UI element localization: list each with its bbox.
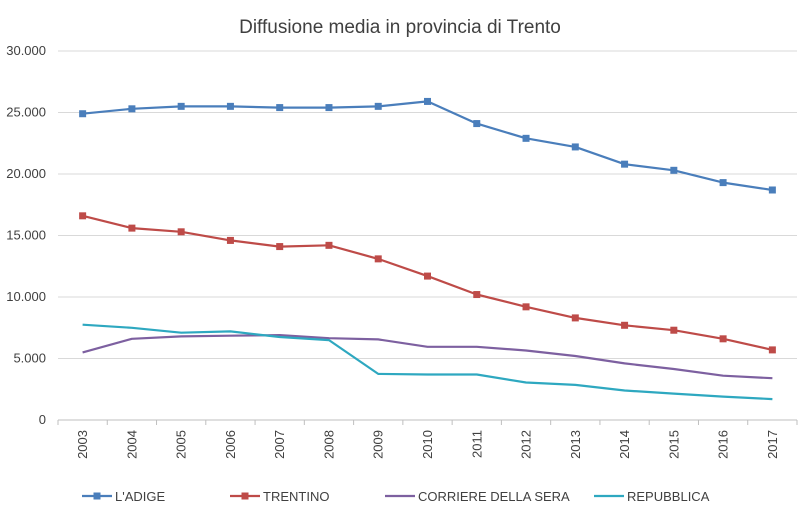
legend-label: TRENTINO <box>263 489 329 504</box>
x-axis-ticks: 2003 2004 2005 2006 2007 2008 2009 2010 2011 2012… <box>57 420 798 459</box>
data-point-marker <box>276 104 284 112</box>
legend-item-3: REPUBBLICA <box>594 489 710 504</box>
series-2 <box>82 334 773 380</box>
series-line <box>82 100 773 192</box>
series-0 <box>79 97 776 194</box>
data-point-marker <box>522 303 530 311</box>
data-point-marker <box>276 243 284 251</box>
legend-item-0: L'ADIGE <box>82 489 165 504</box>
x-tick-label: 2013 <box>568 430 583 459</box>
x-tick-label: 2009 <box>371 430 386 459</box>
data-point-marker <box>522 134 530 142</box>
x-tick-label: 2007 <box>272 430 287 459</box>
x-tick-label: 2008 <box>321 430 336 459</box>
data-point-marker <box>226 236 234 244</box>
data-point-marker <box>621 321 629 329</box>
series-1 <box>79 212 776 354</box>
data-point-marker <box>226 102 234 110</box>
series-3 <box>82 323 773 401</box>
legend-marker <box>93 492 101 500</box>
y-tick-label: 25.000 <box>6 105 46 120</box>
data-point-marker <box>177 102 185 110</box>
legend-item-1: TRENTINO <box>230 489 329 504</box>
data-point-marker <box>424 97 431 105</box>
x-tick-label: 2012 <box>519 430 534 459</box>
data-point-marker <box>670 166 678 174</box>
data-point-marker <box>621 160 629 168</box>
x-tick-label: 2014 <box>617 430 632 459</box>
legend-label: L'ADIGE <box>115 489 165 504</box>
x-tick-label: 2011 <box>469 430 484 458</box>
x-tick-label: 2004 <box>124 430 139 459</box>
data-point-marker <box>473 291 481 299</box>
legend-item-2: CORRIERE DELLA SERA <box>385 489 570 504</box>
data-point-marker <box>128 224 136 232</box>
data-point-marker <box>670 326 678 334</box>
x-tick-label: 2005 <box>174 430 189 459</box>
data-point-marker <box>719 335 727 343</box>
series-lines <box>79 97 776 401</box>
data-point-marker <box>571 143 579 151</box>
y-tick-label: 15.000 <box>6 228 46 243</box>
legend-label: REPUBBLICA <box>627 489 710 504</box>
gridlines <box>58 50 797 421</box>
data-point-marker <box>128 105 136 113</box>
y-tick-label: 10.000 <box>6 289 46 304</box>
legend-marker <box>241 492 249 500</box>
data-point-marker <box>374 102 382 110</box>
data-point-marker <box>177 228 185 236</box>
data-point-marker <box>719 179 727 187</box>
x-tick-label: 2016 <box>716 430 731 459</box>
data-point-marker <box>768 346 776 354</box>
y-axis-ticks: 0 5.000 10.000 15.000 20.000 25.000 30.000 <box>6 43 46 427</box>
x-tick-label: 2015 <box>666 430 681 459</box>
x-tick-label: 2010 <box>420 430 435 459</box>
y-tick-label: 20.000 <box>6 166 46 181</box>
data-point-marker <box>768 186 776 194</box>
legend: L'ADIGE TRENTINO CORRIERE DELLA SERA REPUBB… <box>82 489 710 504</box>
data-point-marker <box>325 104 333 112</box>
data-point-marker <box>473 120 481 128</box>
x-tick-label: 2006 <box>223 430 238 459</box>
y-tick-label: 5.000 <box>13 351 46 366</box>
data-point-marker <box>424 272 431 280</box>
data-point-marker <box>571 314 579 322</box>
x-tick-label: 2017 <box>765 430 780 459</box>
data-point-marker <box>79 212 87 220</box>
data-point-marker <box>325 241 333 249</box>
series-line <box>82 334 773 380</box>
chart-title: Diffusione media in provincia di Trento <box>239 17 561 38</box>
data-point-marker <box>374 255 382 263</box>
y-tick-label: 30.000 <box>6 43 46 58</box>
x-tick-label: 2003 <box>75 430 90 459</box>
y-tick-label: 0 <box>39 412 46 427</box>
legend-label: CORRIERE DELLA SERA <box>418 489 570 504</box>
series-line <box>82 323 773 401</box>
data-point-marker <box>79 110 87 118</box>
